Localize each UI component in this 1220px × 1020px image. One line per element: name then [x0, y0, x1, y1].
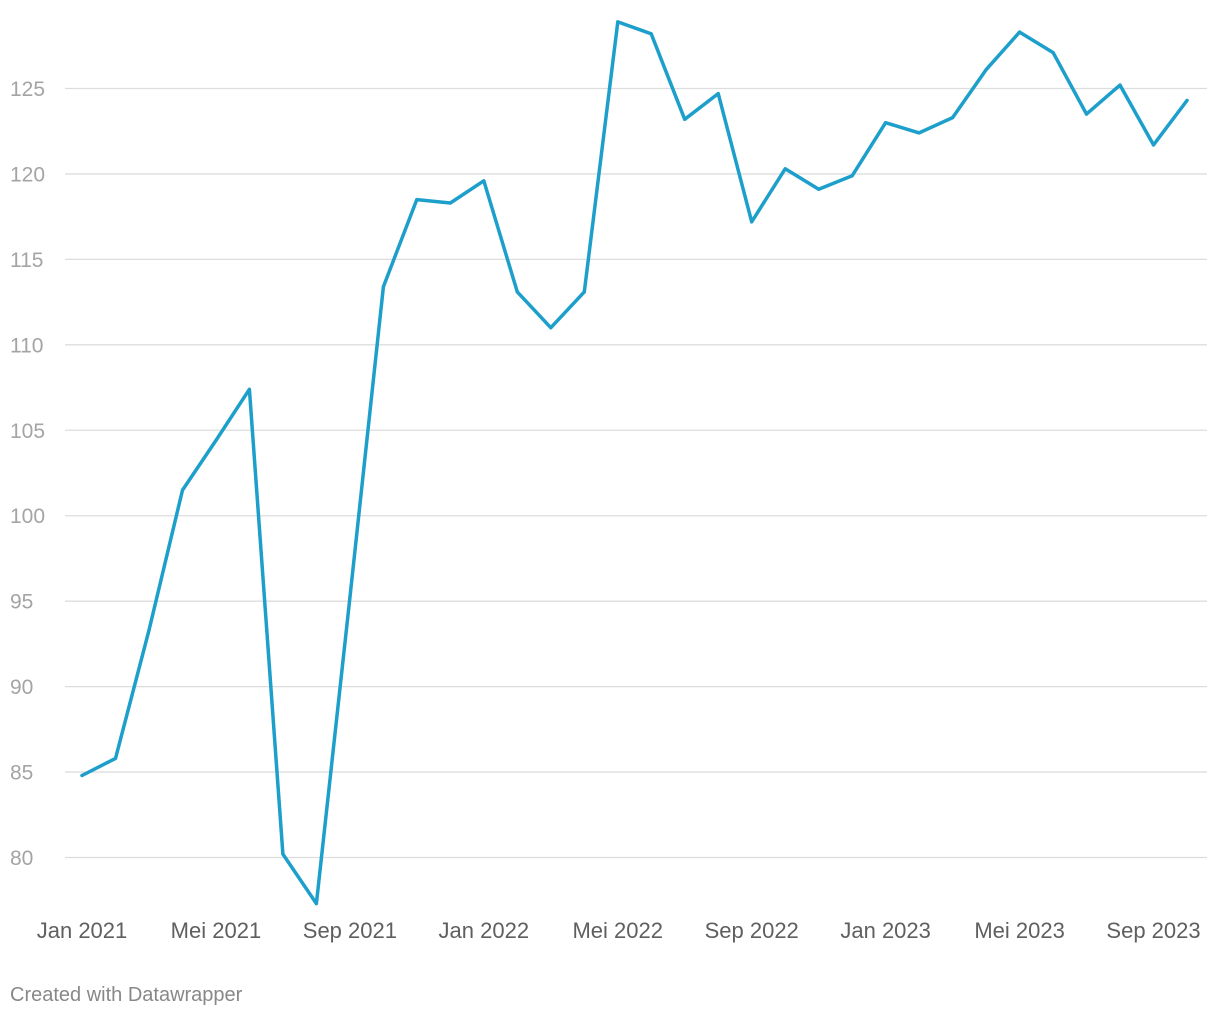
- data-point: [448, 201, 452, 205]
- data-point: [1018, 30, 1022, 34]
- data-point: [1084, 112, 1089, 116]
- series-line-0: [80, 20, 1189, 906]
- x-tick-label: Jan 2023: [840, 918, 931, 943]
- data-point: [515, 290, 519, 294]
- y-tick-label-90: 90: [10, 676, 33, 699]
- x-tick-label: Jan 2021: [37, 918, 128, 943]
- data-point: [817, 187, 821, 191]
- data-point: [80, 773, 84, 778]
- y-tick-label-85: 85: [10, 762, 33, 785]
- data-point: [582, 290, 586, 294]
- x-tick-label: Jan 2022: [439, 918, 530, 943]
- data-point: [850, 174, 854, 178]
- data-point: [381, 285, 385, 289]
- data-point: [1185, 98, 1189, 103]
- x-tick-label: Sep 2022: [705, 918, 799, 943]
- data-point: [1118, 83, 1122, 87]
- data-point: [984, 68, 988, 72]
- y-tick-label-115: 115: [10, 249, 43, 272]
- datawrapper-credit: Created with Datawrapper: [10, 984, 243, 1006]
- x-tick-label: Mei 2021: [171, 918, 262, 943]
- y-tick-label-105: 105: [10, 420, 45, 443]
- y-axis-ticks: 80 85 90 95 100 105 110 115 120 125: [10, 78, 45, 870]
- data-point: [783, 167, 787, 171]
- grid-lines: [65, 87, 1207, 859]
- y-tick-label-120: 120: [10, 163, 45, 186]
- data-point: [247, 387, 251, 391]
- data-point: [348, 596, 352, 600]
- x-tick-label: Sep 2023: [1106, 918, 1200, 943]
- data-point: [951, 116, 955, 120]
- x-tick-label: Sep 2021: [303, 918, 397, 943]
- y-tick-label-110: 110: [10, 334, 43, 357]
- data-point: [917, 131, 921, 135]
- y-tick-label-100: 100: [10, 505, 45, 528]
- data-point: [683, 117, 687, 121]
- data-point: [649, 32, 653, 36]
- data-point: [281, 852, 285, 856]
- data-point: [415, 198, 419, 202]
- data-point: [147, 628, 151, 632]
- data-point: [549, 326, 553, 330]
- data-point: [180, 488, 185, 492]
- data-point: [113, 756, 118, 761]
- data-point: [482, 179, 486, 183]
- y-tick-label-95: 95: [10, 591, 33, 614]
- series-group: [80, 20, 1189, 906]
- x-tick-label: Mei 2022: [572, 918, 663, 943]
- data-point: [1051, 51, 1055, 55]
- data-point: [616, 20, 620, 24]
- data-point: [716, 92, 720, 96]
- y-tick-label-80: 80: [10, 847, 33, 870]
- data-point: [750, 220, 754, 224]
- data-point: [884, 121, 888, 125]
- data-point: [1151, 143, 1156, 147]
- y-tick-label-125: 125: [10, 78, 45, 101]
- data-point: [314, 902, 318, 906]
- x-tick-label: Mei 2023: [974, 918, 1065, 943]
- data-point: [214, 438, 218, 443]
- x-axis-ticks: Jan 2021 Mei 2021 Sep 2021 Jan 2022 Mei 2022…: [37, 918, 1201, 943]
